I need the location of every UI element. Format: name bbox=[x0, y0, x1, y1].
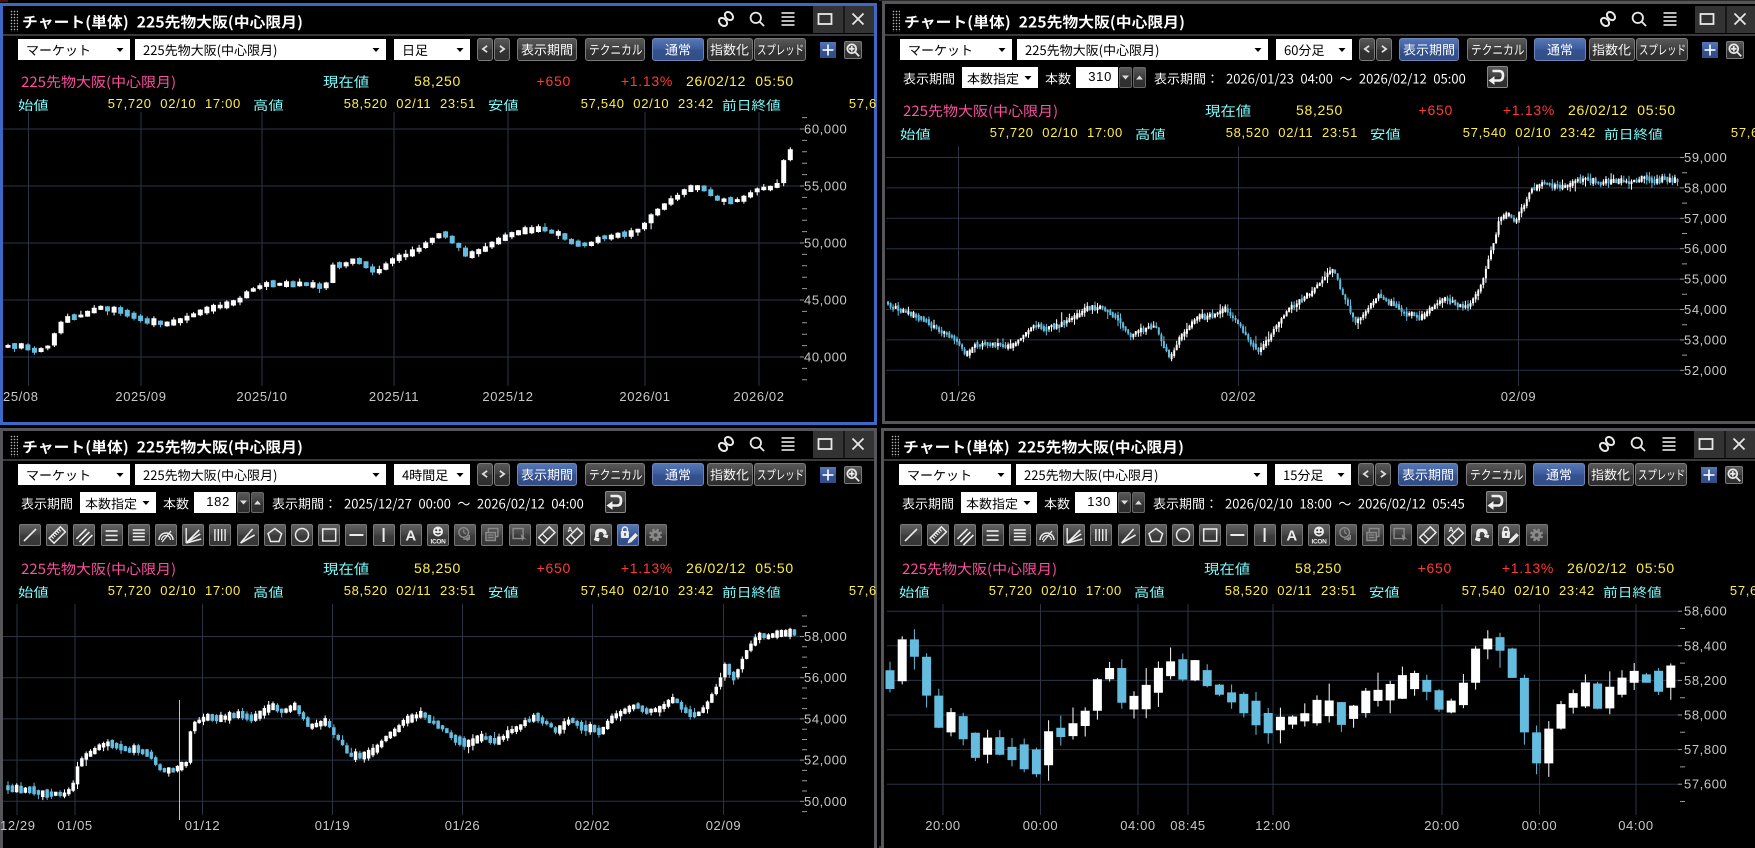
svg-text:55,000: 55,000 bbox=[1684, 272, 1727, 287]
svg-text:58,600: 58,600 bbox=[1684, 604, 1727, 619]
svg-text:02/09: 02/09 bbox=[1501, 389, 1537, 404]
svg-text:2025/10: 2025/10 bbox=[236, 389, 287, 404]
svg-text:2025/12: 2025/12 bbox=[482, 389, 533, 404]
svg-text:A: A bbox=[567, 527, 572, 534]
svg-text:A: A bbox=[1286, 528, 1297, 545]
svg-text:20:00: 20:00 bbox=[925, 818, 961, 833]
svg-text:01/05: 01/05 bbox=[57, 818, 93, 833]
svg-text:04:00: 04:00 bbox=[1618, 818, 1654, 833]
svg-text:12/29: 12/29 bbox=[0, 818, 36, 833]
svg-text:00:00: 00:00 bbox=[1023, 818, 1059, 833]
svg-text:ICON: ICON bbox=[1311, 539, 1327, 546]
svg-text:2026/01: 2026/01 bbox=[619, 389, 670, 404]
svg-text:57,800: 57,800 bbox=[1684, 742, 1727, 757]
svg-text:12:00: 12:00 bbox=[1255, 818, 1291, 833]
svg-text:2025/11: 2025/11 bbox=[369, 389, 419, 404]
svg-text:A: A bbox=[1448, 527, 1453, 534]
svg-text:58,000: 58,000 bbox=[1684, 708, 1727, 723]
svg-text:56,000: 56,000 bbox=[804, 670, 847, 685]
svg-text:53,000: 53,000 bbox=[1684, 332, 1727, 347]
svg-text:52,000: 52,000 bbox=[804, 753, 847, 768]
svg-text:60,000: 60,000 bbox=[804, 122, 847, 137]
svg-text:20:00: 20:00 bbox=[1424, 818, 1460, 833]
svg-text:04:00: 04:00 bbox=[1120, 818, 1156, 833]
svg-text:02/09: 02/09 bbox=[706, 818, 742, 833]
svg-text:57,600: 57,600 bbox=[1684, 777, 1727, 792]
svg-text:45,000: 45,000 bbox=[804, 293, 847, 308]
svg-text:54,000: 54,000 bbox=[804, 711, 847, 726]
svg-text:58,000: 58,000 bbox=[1684, 180, 1727, 195]
svg-text:08:45: 08:45 bbox=[1170, 818, 1206, 833]
svg-text:55,000: 55,000 bbox=[804, 179, 847, 194]
svg-text:57,000: 57,000 bbox=[1684, 211, 1727, 226]
svg-text:2026/02: 2026/02 bbox=[733, 389, 784, 404]
svg-text:59,000: 59,000 bbox=[1684, 150, 1727, 165]
svg-text:02/02: 02/02 bbox=[575, 818, 611, 833]
svg-text:02/02: 02/02 bbox=[1221, 389, 1257, 404]
svg-text:25/08: 25/08 bbox=[3, 389, 39, 404]
svg-text:56,000: 56,000 bbox=[1684, 241, 1727, 256]
svg-text:50,000: 50,000 bbox=[804, 236, 847, 251]
svg-text:52,000: 52,000 bbox=[1684, 363, 1727, 378]
svg-text:58,400: 58,400 bbox=[1684, 638, 1727, 653]
svg-text:58,200: 58,200 bbox=[1684, 673, 1727, 688]
svg-text:01/26: 01/26 bbox=[445, 818, 481, 833]
svg-text:58,000: 58,000 bbox=[804, 629, 847, 644]
svg-text:01/26: 01/26 bbox=[941, 389, 977, 404]
svg-text:01/12: 01/12 bbox=[185, 818, 221, 833]
svg-text:50,000: 50,000 bbox=[804, 794, 847, 809]
svg-text:54,000: 54,000 bbox=[1684, 302, 1727, 317]
svg-text:40,000: 40,000 bbox=[804, 350, 847, 365]
svg-text:00:00: 00:00 bbox=[1522, 818, 1558, 833]
svg-text:ICON: ICON bbox=[430, 539, 446, 546]
svg-text:01/19: 01/19 bbox=[315, 818, 351, 833]
svg-text:2025/09: 2025/09 bbox=[115, 389, 166, 404]
svg-text:A: A bbox=[405, 528, 416, 545]
